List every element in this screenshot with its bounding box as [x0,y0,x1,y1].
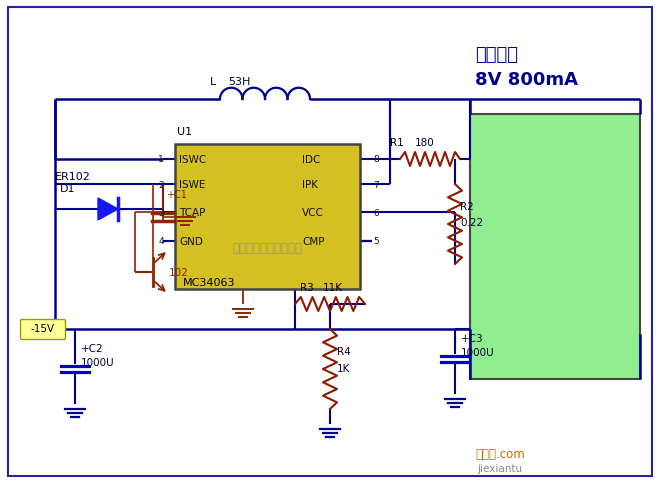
Text: 杭州得絷科技有限公司: 杭州得絷科技有限公司 [232,242,302,255]
Text: jiexiantu: jiexiantu [477,463,523,473]
Text: 4: 4 [158,237,164,246]
Text: 7: 7 [373,180,379,189]
Text: ISWE: ISWE [179,180,205,190]
Text: MC34063: MC34063 [183,277,236,287]
Bar [470,115,640,379]
Text: CMP: CMP [302,237,325,246]
Text: GND: GND [179,237,203,246]
Text: 6: 6 [373,208,379,217]
Text: 1K: 1K [337,363,350,373]
Text: TCAP: TCAP [179,208,205,217]
Text: 8: 8 [373,155,379,164]
Text: 5: 5 [373,237,379,246]
Text: L: L [210,77,216,87]
Text: U1: U1 [177,127,192,136]
Text: ISWC: ISWC [179,155,207,165]
Text: 180: 180 [415,138,435,148]
Text: IPK: IPK [302,180,318,190]
Text: +C1: +C1 [166,190,187,199]
Text: +C2: +C2 [81,343,104,353]
Text: 102: 102 [169,268,189,277]
Bar [175,145,360,289]
Text: R2: R2 [460,201,474,212]
Text: VCC: VCC [302,208,324,217]
Text: 0.22: 0.22 [460,217,483,227]
Text: ER102: ER102 [55,172,91,182]
Text: R3: R3 [300,283,314,292]
Text: 2: 2 [158,180,164,189]
Text: R4: R4 [337,346,350,356]
FancyBboxPatch shape [20,320,65,340]
Text: 1000U: 1000U [461,348,494,357]
Text: -15V: -15V [31,323,55,333]
Text: 8V 800mA: 8V 800mA [475,71,578,89]
Text: 1000U: 1000U [81,357,115,367]
Text: 接线图.com: 接线图.com [475,447,525,460]
Text: 太阳能板: 太阳能板 [475,46,518,64]
Text: 11K: 11K [323,283,343,292]
Text: 3: 3 [158,208,164,217]
Text: IDC: IDC [302,155,320,165]
Text: 53H: 53H [228,77,250,87]
Text: R1: R1 [390,138,404,148]
Text: 1: 1 [158,155,164,164]
Text: D1: D1 [60,183,75,194]
Polygon shape [98,198,118,221]
Text: +C3: +C3 [461,333,484,343]
